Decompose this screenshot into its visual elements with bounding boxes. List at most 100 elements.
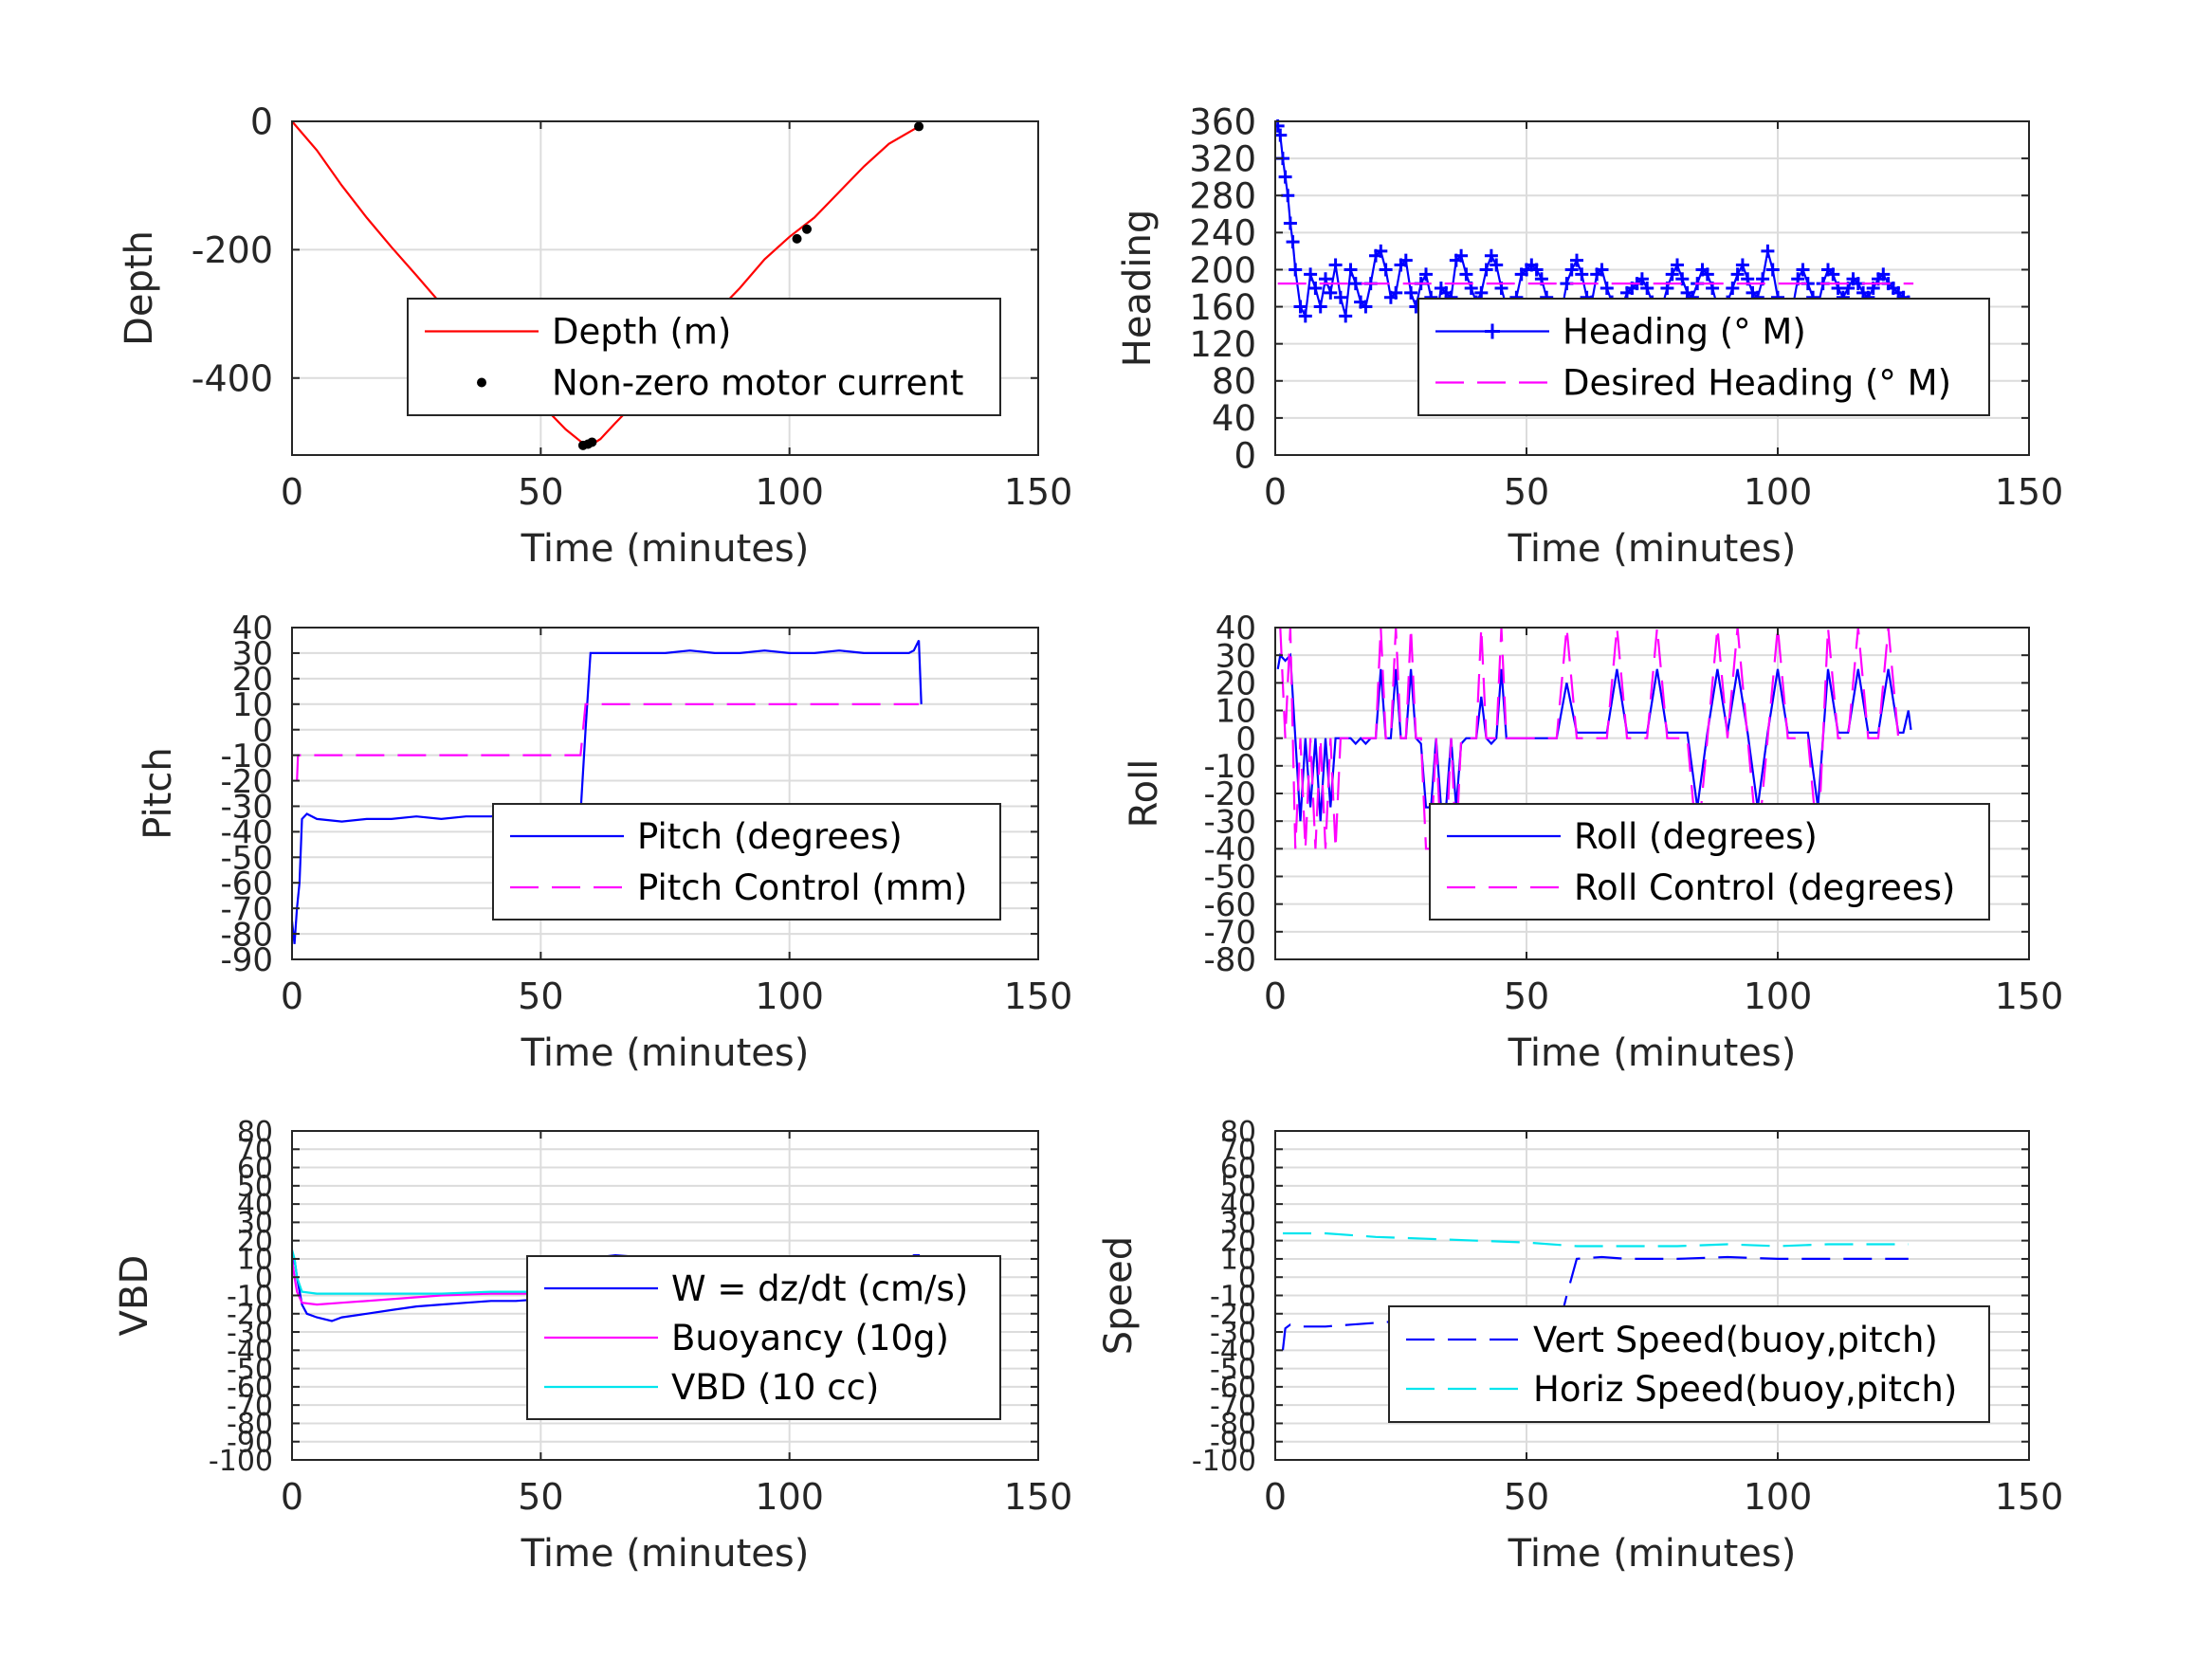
legend-entry-label: Roll (degrees)	[1574, 816, 1818, 857]
plus-marker	[1665, 267, 1679, 282]
y-tick-label: 50	[237, 1171, 273, 1204]
y-tick-label: 80	[1220, 1116, 1256, 1149]
marker-point	[802, 224, 813, 234]
y-tick-label: 40	[1220, 1189, 1256, 1222]
y-tick-label: -40	[1203, 831, 1256, 869]
x-tick-label: 100	[1744, 1476, 1813, 1518]
y-tick-label: 70	[1220, 1134, 1256, 1167]
plus-marker	[1293, 300, 1307, 314]
y-tick-label: 280	[1189, 176, 1256, 217]
depth-chart: 0 50 100 150 0 -200 -400 Time (minutes) Depth Dep…	[118, 101, 1072, 571]
plus-marker	[1730, 267, 1745, 282]
x-tick-label: 0	[281, 1476, 303, 1518]
x-tick-label: 0	[1264, 471, 1287, 513]
y-tick-label: -70	[1210, 1390, 1256, 1423]
plus-marker	[1490, 258, 1504, 272]
plus-marker	[1761, 244, 1775, 258]
plus-marker	[1876, 267, 1891, 282]
y-tick-label: 120	[1189, 324, 1256, 365]
marker-point	[792, 233, 802, 244]
x-tick-label: 100	[1744, 471, 1813, 513]
plus-marker	[1324, 285, 1338, 300]
vbd-chart: 0 50 100 15080706050403020100-10-20-30-40-5…	[113, 1116, 1072, 1576]
heading-legend: Heading (° M) Desired Heading (° M)	[1417, 298, 1990, 416]
speed-chart: 0 50 100 15080706050403020100-10-20-30-40-5…	[1097, 1116, 2063, 1576]
legend-box	[407, 298, 1001, 416]
plus-marker	[1404, 285, 1418, 300]
x-axis-label: Time (minutes)	[521, 1532, 810, 1576]
legend-box	[1429, 803, 1990, 921]
y-tick-label: 0	[255, 1262, 273, 1295]
plus-marker	[1333, 290, 1347, 304]
axes-box	[291, 627, 1039, 960]
pitch-chart: 0 50 100 150403020100-10-20-30-40-50-60-70-…	[137, 610, 1072, 1075]
plus-marker	[1529, 263, 1544, 277]
series-line	[1276, 652, 1912, 822]
plus-marker	[1454, 248, 1469, 263]
y-tick-label: 70	[237, 1134, 273, 1167]
plus-marker	[1575, 267, 1589, 282]
x-tick-label: 50	[1504, 471, 1549, 513]
legend-entry-label: Heading (° M)	[1563, 312, 1806, 353]
y-tick-label: -10	[227, 1280, 273, 1313]
legend-entry-label: Desired Heading (° M)	[1563, 363, 1951, 404]
plus-marker	[1289, 263, 1303, 277]
y-tick-label: -100	[1192, 1445, 1256, 1478]
y-tick-label: 80	[237, 1116, 273, 1149]
y-axis-label: Speed	[1097, 1236, 1141, 1355]
plus-marker	[1595, 263, 1609, 277]
x-tick-label: 150	[1004, 471, 1073, 513]
y-tick-label: -30	[1203, 803, 1256, 841]
x-tick-label: 0	[1264, 975, 1287, 1017]
x-tick-label: 0	[1264, 1476, 1287, 1518]
y-tick-label: -60	[220, 865, 273, 902]
x-tick-label: 50	[518, 1476, 563, 1518]
x-tick-label: 100	[755, 471, 824, 513]
plus-marker	[1374, 244, 1388, 258]
x-tick-label: 100	[755, 1476, 824, 1518]
y-tick-label: 10	[1216, 693, 1256, 731]
y-tick-label: -100	[209, 1445, 273, 1478]
y-tick-label: 40	[232, 610, 273, 647]
legend-entry-label: Depth (m)	[552, 312, 731, 353]
plus-marker	[1304, 267, 1318, 282]
y-tick-label: 30	[1220, 1207, 1256, 1240]
x-tick-label: 100	[755, 975, 824, 1017]
y-tick-label: 50	[1220, 1171, 1256, 1204]
series-line	[1279, 627, 1909, 850]
plus-marker	[1675, 272, 1690, 286]
y-tick-label: -20	[1203, 775, 1256, 813]
x-tick-label: 150	[1004, 1476, 1073, 1518]
y-tick-label: 160	[1189, 287, 1256, 328]
x-axis-label: Time (minutes)	[1508, 527, 1797, 571]
marker-point	[587, 437, 597, 447]
plus-marker	[1359, 300, 1373, 314]
y-tick-label: -90	[220, 941, 273, 979]
y-tick-label: 40	[237, 1189, 273, 1222]
y-tick-label: 0	[1238, 1262, 1256, 1295]
heading-plot-area	[1275, 118, 1921, 341]
plus-marker	[1700, 267, 1714, 282]
legend-entry-label: Roll Control (degrees)	[1574, 867, 1955, 908]
plus-marker	[1570, 253, 1583, 267]
axes-box	[291, 120, 1039, 456]
x-tick-label: 50	[1504, 975, 1549, 1017]
y-tick-label: -70	[1203, 914, 1256, 952]
legend-entry-label: Pitch (degrees)	[637, 816, 903, 857]
plus-marker	[1564, 263, 1579, 277]
y-tick-label: 60	[237, 1152, 273, 1185]
y-tick-label: 40	[1212, 398, 1256, 439]
y-tick-label: 200	[1189, 250, 1256, 291]
pitch-legend: Pitch (degrees) Pitch Control (mm)	[492, 803, 1001, 921]
y-tick-label: -20	[220, 763, 273, 801]
roll-legend: Roll (degrees) Roll Control (degrees)	[1429, 803, 1990, 921]
y-tick-label: 20	[232, 661, 273, 699]
plus-marker	[1308, 282, 1323, 295]
y-tick-label: -50	[1203, 859, 1256, 897]
x-tick-label: 100	[1744, 975, 1813, 1017]
plus-marker	[1398, 253, 1413, 267]
y-tick-label: -10	[1210, 1280, 1256, 1313]
plus-marker	[1379, 263, 1393, 277]
axes-box	[1274, 120, 2030, 456]
